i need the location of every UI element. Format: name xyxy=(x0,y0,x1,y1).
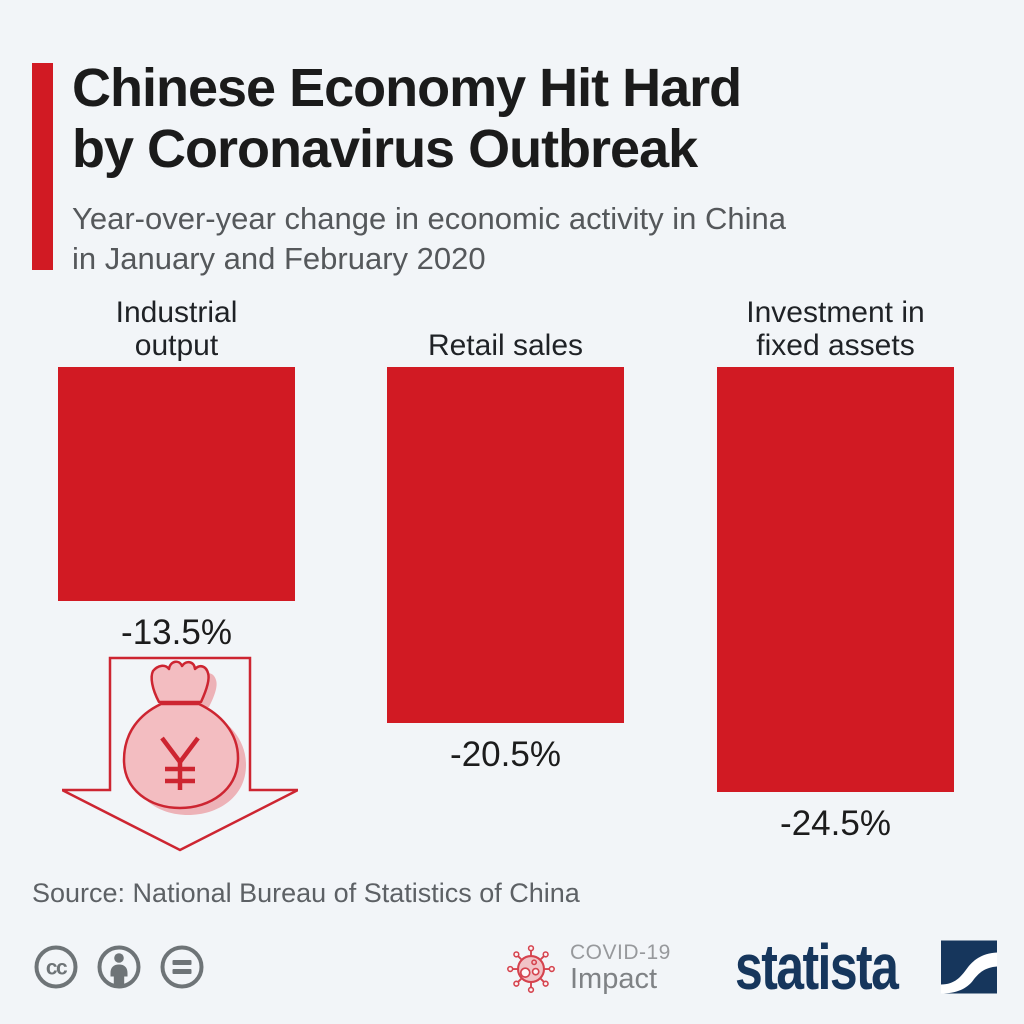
coronavirus-icon xyxy=(507,945,555,993)
covid-impact-badge: COVID-19 Impact xyxy=(504,941,671,995)
bar-industrial-output xyxy=(58,367,295,601)
money-bag-decline-icon xyxy=(62,656,298,852)
covid-badge-line1: COVID-19 xyxy=(570,941,671,964)
value-label: -20.5% xyxy=(450,735,561,774)
chart-column-retail-sales: Retail sales -20.5% xyxy=(387,300,624,775)
yuan-symbol-icon xyxy=(160,736,200,790)
chart-column-investment-fixed-assets: Investment in fixed assets -24.5% xyxy=(717,296,954,844)
attribution-person-icon xyxy=(97,945,141,989)
category-label: Industrial output xyxy=(115,296,238,362)
category-label: Retail sales xyxy=(427,329,584,362)
covid-badge-text: COVID-19 Impact xyxy=(570,942,671,994)
money-bag-body xyxy=(122,702,240,810)
page-subtitle-line1: Year-over-year change in economic activi… xyxy=(72,201,786,236)
category-label: Investment in fixed assets xyxy=(746,296,925,362)
covid-badge-line2: Impact xyxy=(570,963,658,995)
money-bag-knot xyxy=(150,660,210,704)
red-accent-bar xyxy=(32,63,53,270)
statista-logo-mark xyxy=(941,940,997,994)
page-title-line1: Chinese Economy Hit Hard xyxy=(72,58,742,118)
value-label: -24.5% xyxy=(780,804,891,843)
page-subtitle-line2: in January and February 2020 xyxy=(72,241,486,276)
svg-text:cc: cc xyxy=(46,957,68,980)
cc-license-icon: cc xyxy=(34,945,78,989)
source-note: Source: National Bureau of Statistics of… xyxy=(32,878,580,908)
chart-column-industrial-output: Industrial output -13.5% xyxy=(58,296,295,653)
down-arrow-icon xyxy=(62,656,298,852)
bar-investment-fixed-assets xyxy=(717,367,954,792)
page-title: Chinese Economy Hit Hard by Coronavirus … xyxy=(72,58,742,180)
license-icons: cc xyxy=(32,943,206,991)
page-subtitle: Year-over-year change in economic activi… xyxy=(72,199,786,279)
statista-wordmark: statista xyxy=(735,931,899,1003)
page-title-line2: by Coronavirus Outbreak xyxy=(72,119,698,179)
no-derivatives-equals-icon xyxy=(160,945,204,989)
bar-retail-sales xyxy=(387,367,624,723)
statista-logo: statista xyxy=(735,931,997,1003)
value-label: -13.5% xyxy=(121,613,232,652)
